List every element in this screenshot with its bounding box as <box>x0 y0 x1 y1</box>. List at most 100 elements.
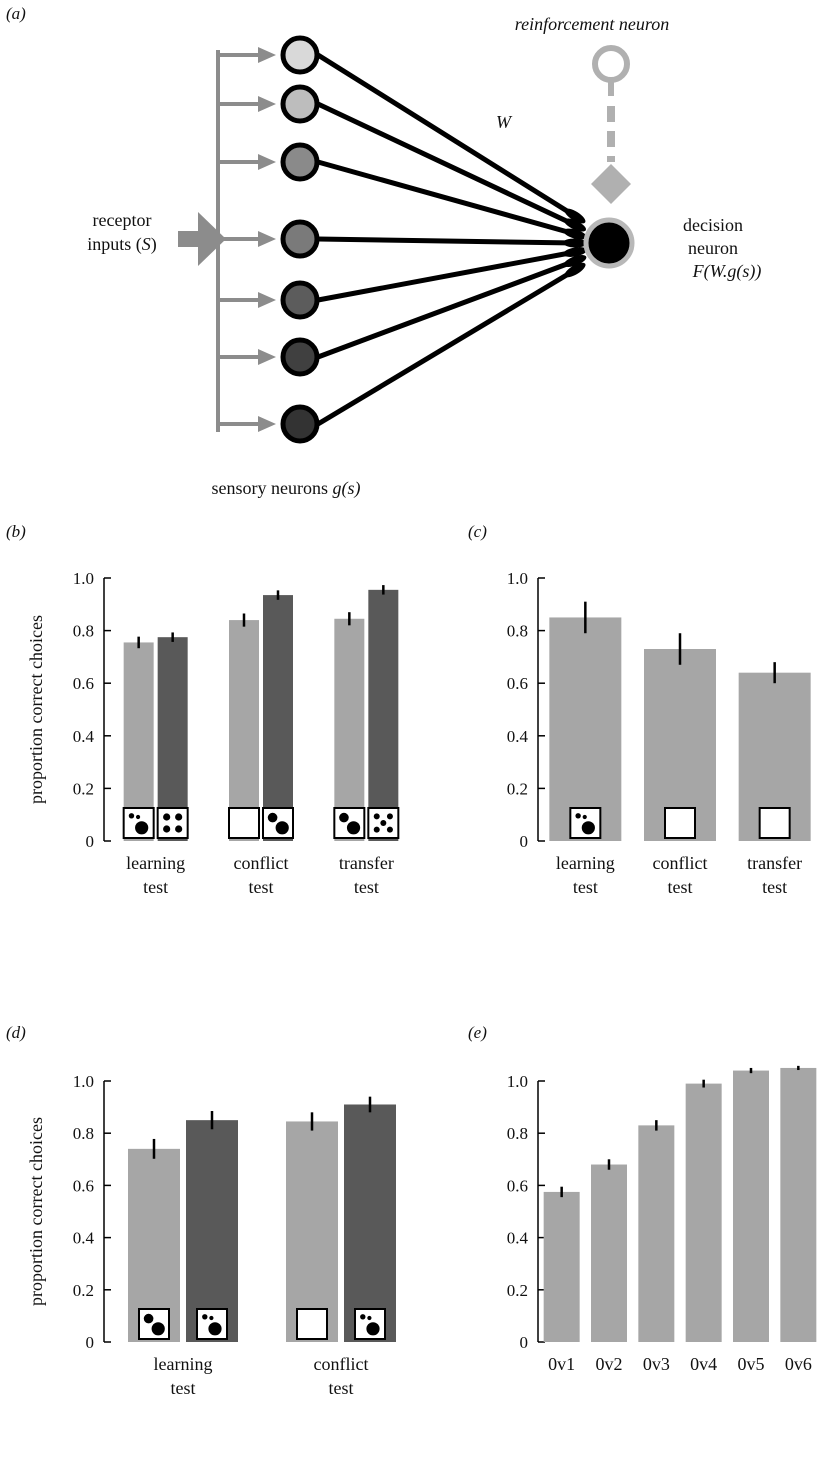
category-label: transfer <box>339 853 394 873</box>
decision-label-line2: neuron <box>688 238 738 258</box>
y-tick-label: 1.0 <box>73 569 94 588</box>
bar <box>128 1148 180 1342</box>
dot-pattern-icon <box>367 807 400 839</box>
reinforcement-synapse <box>591 164 631 204</box>
y-tick-label: 0.2 <box>507 779 528 798</box>
dot-pattern-icon <box>354 1308 386 1340</box>
dot-pattern-icon <box>156 807 189 839</box>
sensory-neuron <box>280 219 320 259</box>
category-label: transfer <box>747 853 802 873</box>
sensory-neuron <box>280 84 320 124</box>
y-tick-label: 0.2 <box>73 779 94 798</box>
category-label: learning <box>154 1354 213 1374</box>
category-label: 0v2 <box>596 1354 623 1374</box>
y-tick-label: 0 <box>86 832 95 851</box>
y-tick-label: 0 <box>520 832 529 851</box>
input-arrowhead <box>258 416 276 432</box>
category-label: 0v6 <box>785 1354 812 1374</box>
input-arrowhead <box>258 96 276 112</box>
bar-chart: 0 0.2 0.4 0.6 0.8 1.0 proportion correct choic… <box>26 569 400 897</box>
category-label: test <box>171 1378 196 1398</box>
panel-c-letter: (c) <box>468 522 487 541</box>
bar <box>638 1125 675 1342</box>
bar-chart: 0 0.2 0.4 0.6 0.8 1.0 proportion correct choic… <box>26 1072 396 1398</box>
sensory-neuron <box>280 404 320 444</box>
sensory-neuron <box>280 280 320 320</box>
dot-pattern-icon <box>262 807 294 839</box>
y-tick-label: 0.4 <box>73 727 95 746</box>
bar <box>644 649 716 841</box>
bar <box>543 1191 580 1342</box>
dot-pattern-icon <box>333 807 366 839</box>
y-tick-label: 1.0 <box>507 569 528 588</box>
sensory-neuron <box>280 142 320 182</box>
input-arrowhead <box>258 292 276 308</box>
y-tick-label: 1.0 <box>73 1072 94 1091</box>
y-tick-label: 0.4 <box>507 727 529 746</box>
panel-d-letter: (d) <box>6 1023 26 1042</box>
y-tick-label: 0.6 <box>507 674 528 693</box>
bar <box>334 618 365 841</box>
y-tick-label: 0 <box>520 1333 529 1352</box>
sensory-neuron <box>280 35 320 75</box>
reinforcement-label: reinforcement neuron <box>515 14 669 34</box>
category-label: conflict <box>653 853 708 873</box>
dot-pattern-icon <box>138 1308 170 1340</box>
weight-link <box>317 236 576 246</box>
synapse-terminal <box>563 228 587 240</box>
input-arrowhead <box>258 231 276 247</box>
category-label: test <box>762 877 787 897</box>
empty-square-icon <box>296 1308 328 1340</box>
category-label: conflict <box>314 1354 369 1374</box>
synapse-terminal <box>564 208 586 224</box>
bar <box>685 1083 722 1342</box>
synapse-terminal <box>563 218 587 232</box>
bar <box>263 595 293 841</box>
y-tick-label: 0.6 <box>73 1176 94 1195</box>
bar <box>591 1164 627 1342</box>
decision-neuron <box>583 217 635 269</box>
reinforcement-neuron <box>592 45 630 83</box>
bar <box>780 1067 817 1342</box>
network-diagram: reinforcement neuron W receptor inputs (… <box>87 14 762 499</box>
receptor-input-arrow-head <box>198 212 226 266</box>
sensory-neurons <box>280 35 320 444</box>
receptor-label-line2: inputs (S) <box>87 234 157 255</box>
y-axis-label: proportion correct choices <box>26 615 46 804</box>
y-tick-label: 0.6 <box>73 674 94 693</box>
receptor-label-line1: receptor <box>93 210 152 230</box>
y-tick-label: 0.4 <box>73 1229 95 1248</box>
category-label: 0v5 <box>738 1354 765 1374</box>
weight-link <box>317 159 576 237</box>
sensory-neuron <box>280 337 320 377</box>
category-label: conflict <box>234 853 289 873</box>
y-axis-label: proportion correct choices <box>26 1117 46 1306</box>
bar <box>123 642 154 841</box>
dot-pattern-icon <box>569 807 602 839</box>
bar <box>229 620 259 841</box>
weight-link <box>317 249 576 303</box>
panel-a-letter: (a) <box>6 4 26 23</box>
weight-label: W <box>496 112 513 132</box>
weight-link <box>316 52 577 219</box>
category-label: learning <box>556 853 615 873</box>
empty-square-icon <box>758 807 791 839</box>
y-tick-label: 0.8 <box>507 622 528 641</box>
input-branches <box>218 47 276 432</box>
y-tick-label: 1.0 <box>507 1072 528 1091</box>
input-arrowhead <box>258 47 276 63</box>
bar-chart: 0 0.2 0.4 0.6 0.8 1.0 learning test conflict test… <box>507 569 811 897</box>
y-tick-label: 0.8 <box>73 622 94 641</box>
bar <box>368 589 399 841</box>
bar <box>286 1121 338 1342</box>
y-tick-label: 0.2 <box>73 1281 94 1300</box>
category-label: test <box>329 1378 354 1398</box>
sensory-label: sensory neurons g(s) <box>212 478 361 499</box>
receptor-input-arrow-shaft <box>178 231 200 247</box>
bar <box>733 1070 769 1342</box>
panel-b-letter: (b) <box>6 522 26 541</box>
panel-e-letter: (e) <box>468 1023 487 1042</box>
input-arrowhead <box>258 349 276 365</box>
bar <box>186 1120 238 1342</box>
decision-label-line3: F(W.g(s)) <box>692 261 762 282</box>
